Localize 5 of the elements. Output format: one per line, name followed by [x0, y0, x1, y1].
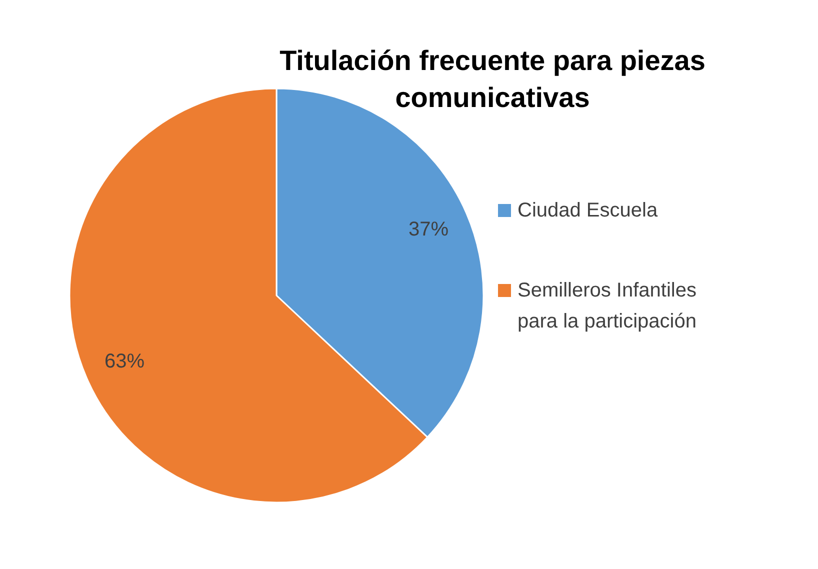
data-label: 37%: [408, 218, 449, 241]
legend-label: Ciudad Escuela: [518, 200, 658, 222]
data-label: 63%: [104, 350, 145, 372]
chart-title: Titulación frecuente para piezas comunicativas: [280, 45, 706, 113]
legend-label: Semilleros Infantiles para la participación: [518, 280, 696, 332]
